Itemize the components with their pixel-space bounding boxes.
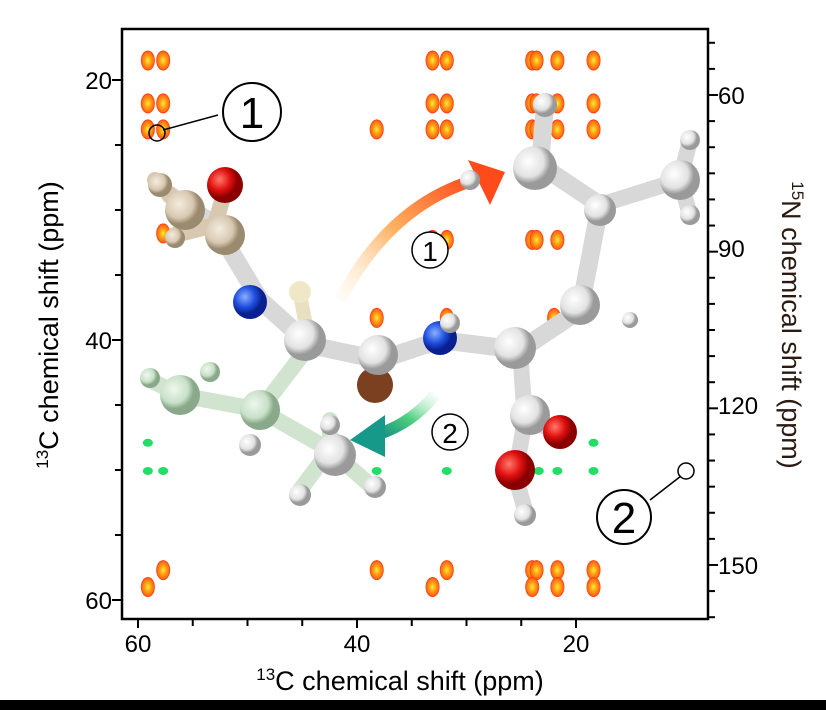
y-left-tick-20: 20 [85, 68, 112, 95]
arrow-2-head [350, 415, 385, 457]
carbon-peak [369, 560, 384, 581]
carbon-peak [369, 307, 384, 328]
axis-ticks [112, 41, 718, 628]
carbon-peak [369, 119, 384, 140]
arrow-1-label: 1 [411, 231, 449, 269]
nitrogen-peak [588, 438, 599, 447]
carbon-peak [529, 560, 544, 581]
carbon-peak [525, 577, 540, 597]
carbon-peak [156, 50, 171, 71]
carbon-peak [550, 577, 565, 597]
carbon-peak [425, 50, 440, 71]
carbon-peak [439, 50, 454, 71]
carbon-peak [140, 119, 155, 140]
carbon-peak [425, 93, 440, 114]
x-tick-60: 60 [125, 631, 152, 658]
svg-text:2: 2 [612, 494, 636, 543]
carbon-peak [156, 560, 171, 581]
x-tick-40: 40 [344, 631, 371, 658]
arrow-1-head [468, 160, 505, 205]
transfer-arrow-1 [334, 174, 477, 303]
annotation-1: 1 [148, 82, 282, 142]
carbon-peak [140, 50, 155, 71]
arrow-2-label: 2 [431, 413, 469, 451]
peaks-layer [140, 50, 601, 597]
carbon-peak [550, 119, 565, 140]
molecule-illustration [140, 93, 700, 526]
annotation-2: 2 [596, 462, 695, 545]
y-right-tick-60: 60 [718, 83, 745, 110]
carbon-peak [439, 560, 454, 581]
y-right-tick-90: 90 [718, 236, 745, 263]
carbon-peak [529, 229, 544, 250]
carbon-peak [550, 229, 565, 250]
svg-text:2: 2 [442, 418, 458, 449]
y-left-axis-label: 13C chemical shift (ppm) [33, 181, 64, 469]
nitrogen-peak [533, 466, 544, 475]
nitrogen-peak [142, 438, 153, 447]
y-right-axis-label: 15N chemical shift (ppm) [776, 181, 807, 469]
svg-text:1: 1 [422, 236, 438, 267]
nitrogen-peak [371, 466, 382, 475]
x-tick-20: 20 [563, 631, 590, 658]
carbon-peak [439, 119, 454, 140]
x-axis-label: 13C chemical shift (ppm) [256, 665, 544, 696]
carbon-peak [529, 50, 544, 71]
carbon-peak [586, 560, 601, 581]
plot-frame [120, 27, 710, 621]
nitrogen-peak [158, 466, 169, 475]
carbon-peak [586, 577, 601, 597]
carbon-peak [140, 577, 155, 597]
carbon-peak [586, 93, 601, 114]
y-left-tick-60: 60 [85, 588, 112, 615]
nitrogen-peak [552, 466, 563, 475]
carbon-peak [586, 119, 601, 140]
nitrogen-peak [588, 466, 599, 475]
y-left-tick-40: 40 [85, 328, 112, 355]
y-right-tick-150: 150 [718, 553, 758, 580]
carbon-peak [156, 93, 171, 114]
carbon-peak [425, 119, 440, 140]
svg-text:1: 1 [240, 89, 264, 138]
bottom-bar [0, 700, 826, 710]
carbon-peak [439, 93, 454, 114]
carbon-peak [550, 560, 565, 581]
carbon-peak [425, 577, 440, 597]
nitrogen-peak [441, 466, 452, 475]
y-right-tick-120: 120 [718, 393, 758, 420]
nitrogen-peak [142, 466, 153, 475]
carbon-peak [550, 50, 565, 71]
carbon-peak [586, 50, 601, 71]
carbon-peak [140, 93, 155, 114]
